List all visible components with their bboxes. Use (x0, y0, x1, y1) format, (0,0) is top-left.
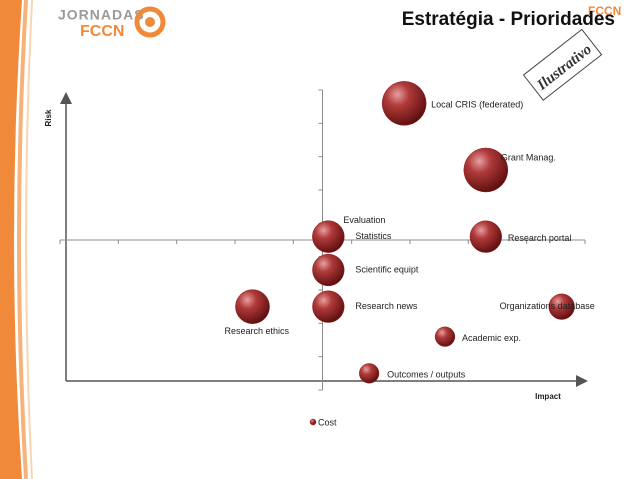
bubble-label: Scientific equipt (355, 264, 419, 274)
logo-text: FCCN (80, 23, 124, 40)
bubble (434, 326, 456, 347)
bubble (312, 220, 345, 253)
bubble (312, 290, 345, 323)
y-axis-label: Risk (44, 109, 53, 126)
decor-stripe (17, 0, 28, 479)
bubble-label: Research ethics (225, 326, 290, 336)
bubble-label: Outcomes / outputs (387, 370, 466, 380)
bubble (312, 253, 345, 287)
bubble (381, 81, 427, 126)
brand-text: FCCN (588, 4, 621, 18)
bubble-label: Academic exp. (462, 333, 521, 343)
bubble-label: Statistics (355, 231, 392, 241)
bubble-label: Research news (355, 301, 418, 311)
bubble (469, 220, 502, 253)
bubble (359, 363, 380, 384)
logo-mark (145, 17, 155, 27)
chart-title: Estratégia - Prioridades (402, 9, 615, 30)
annotation-stamp: Ilustrativo (534, 41, 595, 94)
decor-stripe (25, 0, 33, 479)
logo-text: JORNADAS (58, 7, 145, 23)
x-axis-label: Impact (535, 392, 561, 401)
bubble-label: Organizations database (500, 301, 595, 311)
decor-stripe (0, 0, 22, 479)
bubble (548, 293, 575, 320)
legend-marker (309, 418, 317, 426)
legend-label: Cost (318, 417, 337, 427)
bubble-label: Evaluation (343, 215, 385, 225)
bubble (463, 147, 509, 193)
logo-mark (134, 6, 166, 38)
stamp-border (522, 28, 603, 101)
bubble (235, 289, 270, 324)
bubble-label: Research portal (508, 233, 572, 243)
bubble-label: Local CRIS (federated) (431, 100, 523, 110)
bubble-label: Grant Manag. (501, 152, 556, 162)
